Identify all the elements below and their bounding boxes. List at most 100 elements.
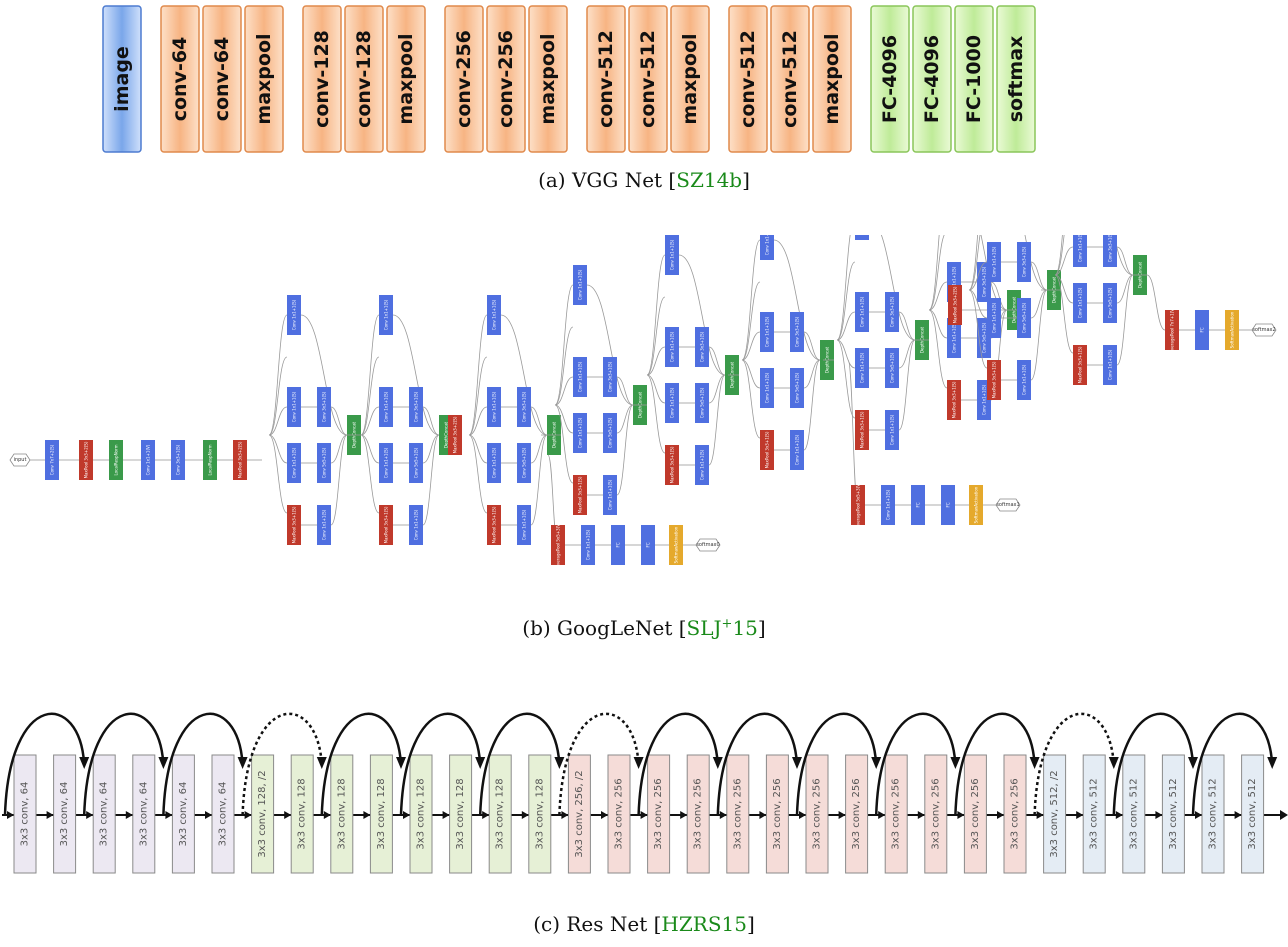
edge [928,235,940,311]
arrowhead [125,811,133,819]
node-pool [551,525,565,565]
skip-arrowhead [554,757,565,769]
node-conv [317,443,331,483]
arrowhead [165,811,173,819]
citation-vgg[interactable]: SZ14b [676,168,743,192]
resnet-layer [132,754,156,874]
node-conv [317,387,331,427]
arrowhead [680,811,688,819]
node-conv [855,235,869,240]
edge [928,235,945,311]
edge [646,374,666,454]
node-label: MaxPool 3x3+1(S) [578,476,583,513]
vgg-block-label: conv-512 [595,30,617,128]
skip-arrowhead [1029,757,1040,769]
node-label: Conv 1x1+1(S) [795,434,800,465]
resnet-layer [290,754,314,874]
edge [708,374,726,404]
resnet-layer-label: 3x3 conv, 256 [732,778,743,849]
resnet-layer [211,754,235,874]
node-label: Conv 1x1+1(S) [700,449,705,480]
node-conv [573,265,587,305]
node-label: FC [616,542,621,547]
node-conv [603,475,617,515]
node-label: MaxPool 3x3+1(S) [992,361,997,398]
citation-resnet[interactable]: HZRS15 [661,912,747,936]
vgg-block-FC-4096 [912,5,952,153]
skip-arrowhead [158,757,169,769]
edge [968,289,988,319]
edge [554,404,574,484]
edge [330,434,348,464]
edge [530,406,548,436]
edge [616,404,634,434]
node-label: Conv 1x1+1(S) [670,387,675,418]
edge [586,284,634,406]
vgg-block-label: maxpool [537,33,559,124]
edge [1054,246,1074,276]
arrowhead [1195,811,1202,819]
resnet-layer-label: 3x3 conv, 128 [534,778,545,849]
node-pool [851,485,865,525]
caption-vgg: (a) VGG Net [SZ14b] [538,168,750,192]
edge [928,281,948,311]
edge [268,434,288,514]
skip-connection [716,712,799,816]
edge [530,434,548,464]
citation-googlenet[interactable]: SLJ+15 [686,616,758,640]
vgg-block-conv-512 [586,5,626,153]
node-conv [760,312,774,352]
arrowhead [799,811,806,819]
edge [360,314,380,436]
resnet-layer [528,754,552,874]
skip-arrowhead [712,757,723,769]
node-conv [1103,235,1117,267]
node-label: Conv 1x1+1(S) [670,331,675,362]
edge [468,434,488,514]
arrowhead [601,811,608,819]
node-conv [611,525,625,565]
edge [773,239,821,361]
vgg-block-conv-128 [302,5,342,153]
edge [422,406,440,436]
node-conv [760,235,774,260]
resnet-layer [884,754,908,874]
node-conv [911,485,925,525]
node-label: Conv 1x1+1(S) [765,372,770,403]
node-label: Conv 1x1+1(S) [860,296,865,327]
node-label: Conv 1x1+1(S) [578,269,583,300]
arrowhead [1115,811,1123,819]
node-conv [573,357,587,397]
edge [1030,289,1048,319]
arrowhead [205,811,212,819]
node-label: Conv 1x1+1(S) [670,239,675,270]
skip-arrowhead [1108,757,1119,769]
node-label: MaxPool 3x3+1(S) [860,411,865,448]
vgg-block-label: conv-512 [779,30,801,128]
edge [268,434,288,464]
node-label: MaxPool 3x3+1(S) [292,506,297,543]
skip-connection [637,712,720,816]
edge [1024,235,1048,291]
edge [968,289,988,369]
arrowhead [997,811,1004,819]
vgg-block-conv-64 [160,5,200,153]
node-label: Conv 1x1+1(S) [322,509,327,540]
edge [898,311,916,341]
node-label: FC [916,502,921,507]
resnet-layer [1043,754,1067,874]
edge [330,406,348,436]
edge [741,281,761,361]
node-label: FC [646,542,651,547]
resnet-layer-label: 3x3 conv, 512 [1247,778,1258,849]
node-label: Conv 1x1+1(S) [492,447,497,478]
vgg-block-conv-512 [770,5,810,153]
resnet-layer-label: 3x3 conv, 512 [1128,778,1139,849]
node-conv [379,387,393,427]
node-conv [171,440,185,480]
node-conv [855,292,869,332]
vgg-block-label: FC-1000 [963,35,985,123]
node-conv [573,413,587,453]
node-pool [448,415,462,455]
skip-arrowhead [633,757,644,769]
